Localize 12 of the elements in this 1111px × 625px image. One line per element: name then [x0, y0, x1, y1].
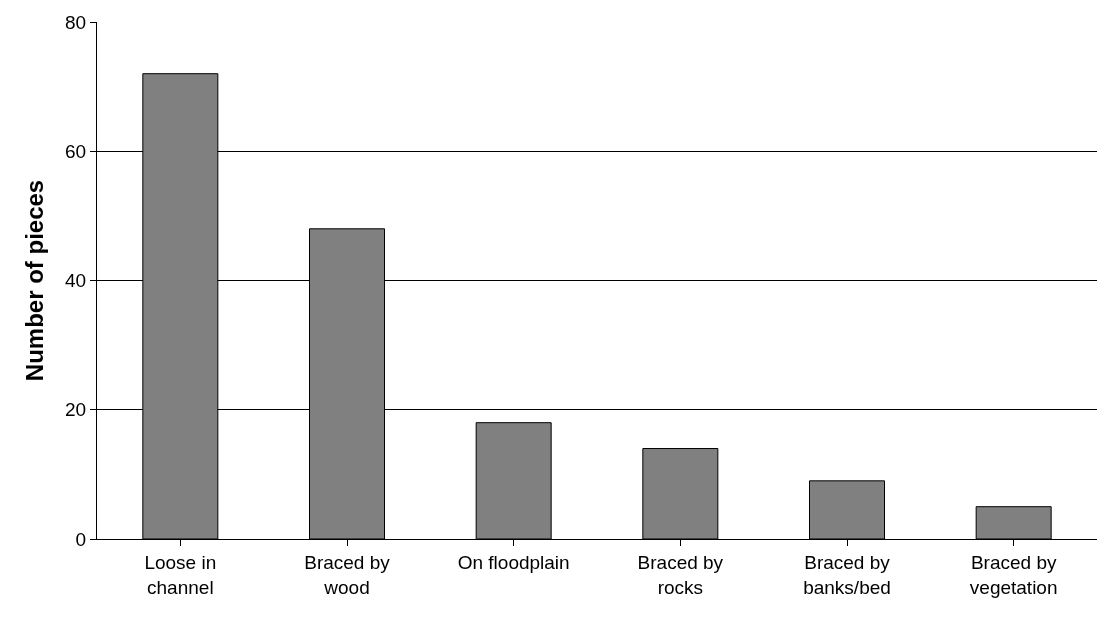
x-tick-label: Braced by wood — [304, 551, 391, 598]
x-tick-label: Loose in channel — [144, 551, 217, 598]
y-axis-title: Number of pieces — [21, 179, 49, 382]
y-tick-label: 60 — [65, 140, 87, 162]
x-tick-label: Braced by banks/bed — [803, 551, 891, 598]
y-tick-label: 0 — [75, 528, 87, 550]
y-tick-label: 40 — [65, 270, 87, 292]
x-tick-label: Braced by vegetation — [969, 551, 1058, 598]
y-tick-label: 20 — [65, 399, 87, 421]
x-tick-label: Braced by rocks — [637, 551, 724, 598]
x-tick-label: On floodplain — [457, 551, 570, 573]
y-tick-label: 80 — [65, 11, 87, 33]
